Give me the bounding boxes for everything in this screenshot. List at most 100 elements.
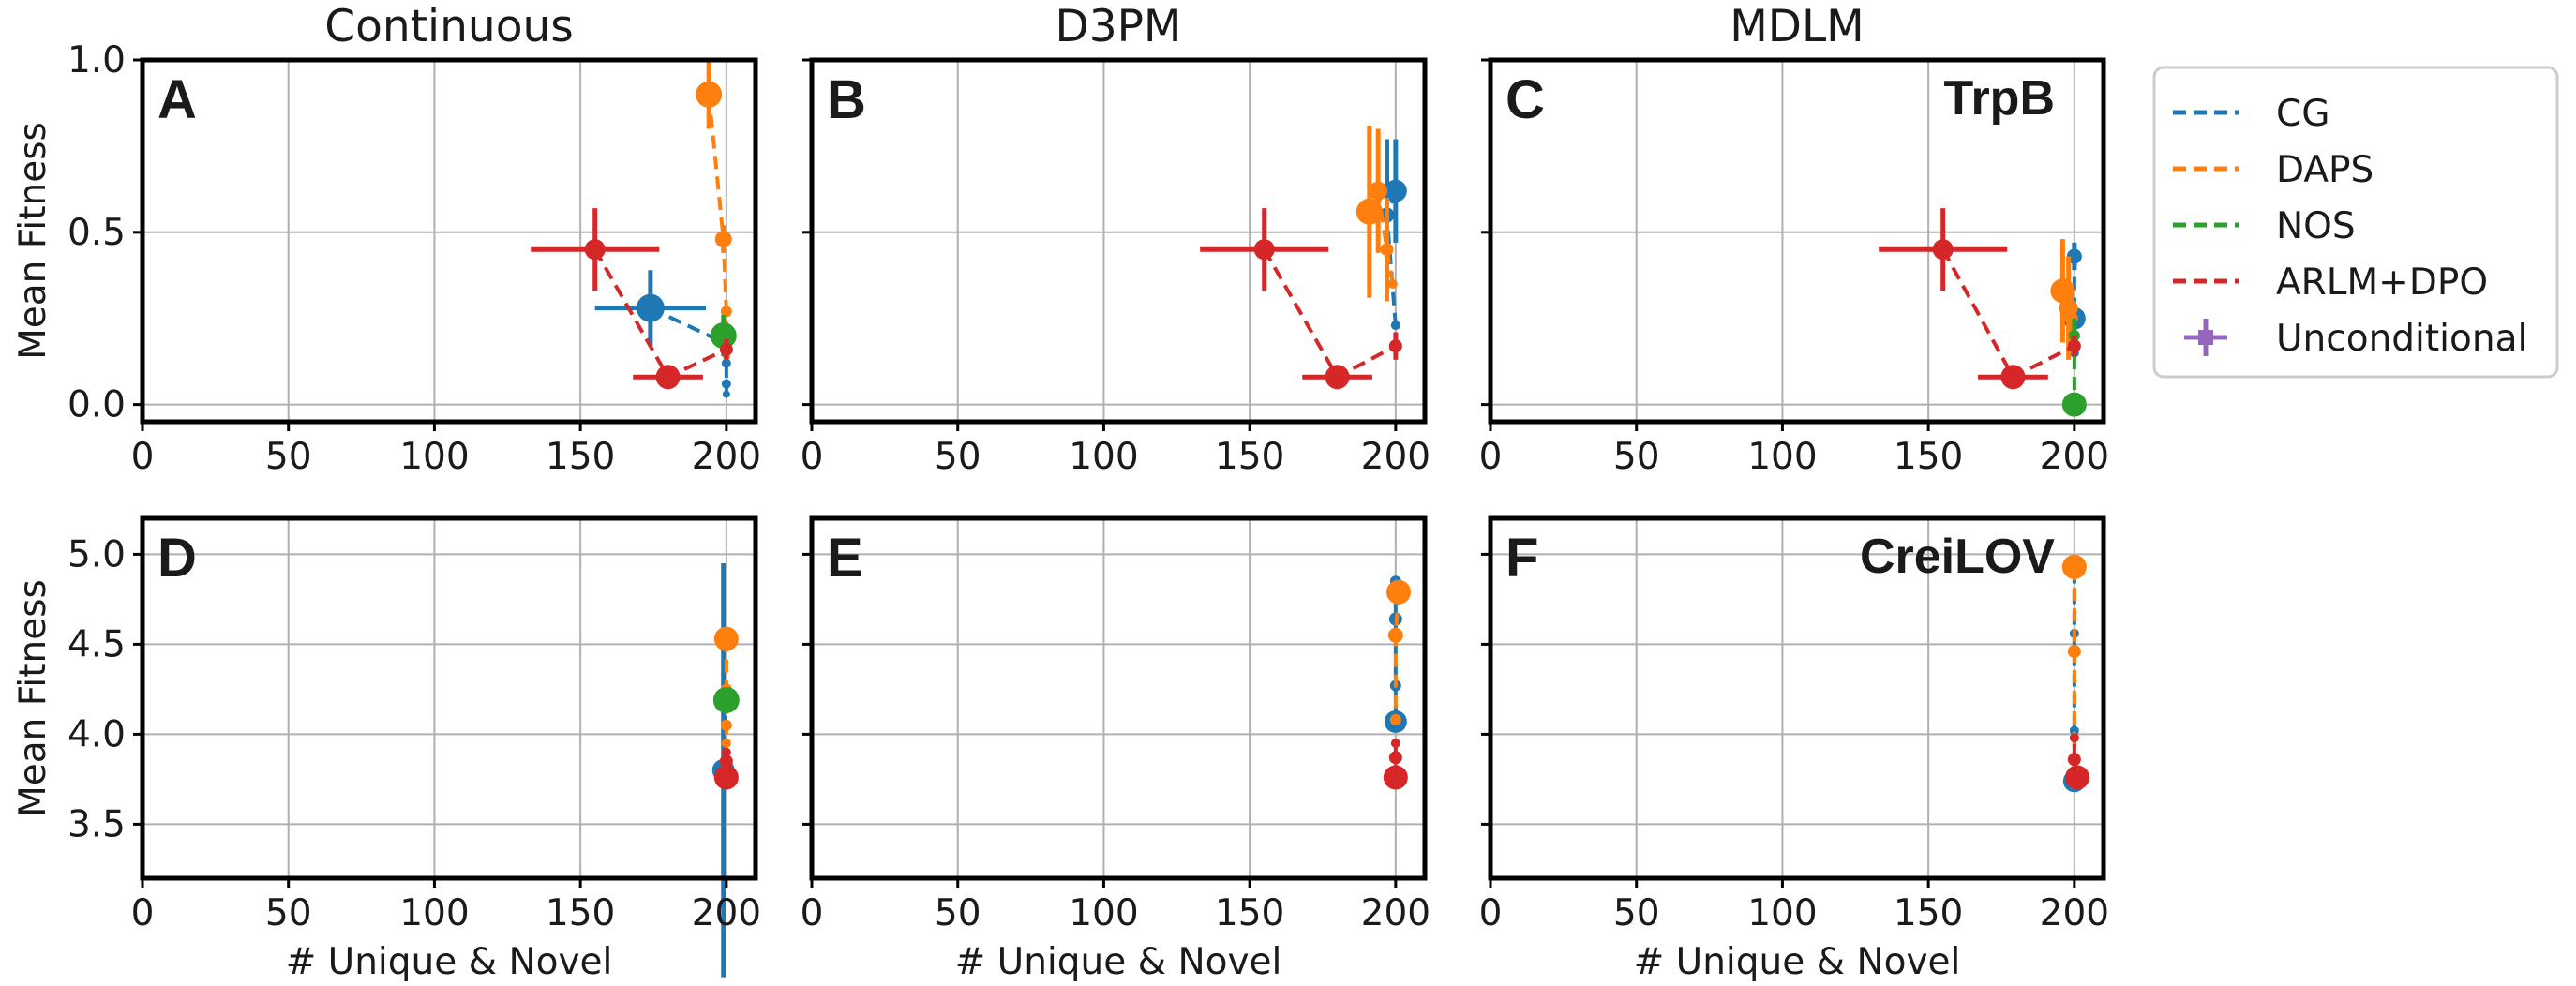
series-arlm-dpo: [1879, 208, 2081, 390]
y-tick-label: 0.0: [67, 384, 126, 426]
data-point: [2061, 392, 2087, 417]
series-nos: [2061, 318, 2087, 417]
legend-entry-nos: NOS: [2173, 205, 2356, 247]
legend-label: CG: [2276, 93, 2329, 135]
legend-entry-cg: CG: [2173, 93, 2329, 135]
plot-frame: [1488, 57, 2106, 425]
data-point: [2061, 554, 2087, 579]
y-axis-label: Mean Fitness: [12, 122, 54, 360]
legend-label: DAPS: [2276, 149, 2374, 191]
series-arlm-dpo: [2064, 733, 2089, 790]
panel-B: 0 50 100 150 200 B D3PM: [801, 1, 1430, 478]
x-tick-label: 0: [801, 436, 824, 478]
legend-label: Unconditional: [2276, 318, 2527, 360]
y-tick-label: 3.5: [67, 803, 126, 845]
y-tick-label: 4.0: [67, 713, 126, 755]
legend-label: NOS: [2276, 205, 2356, 247]
column-title: MDLM: [1730, 1, 1864, 52]
x-tick-label: 50: [935, 436, 981, 478]
panel-letter: F: [1505, 528, 1538, 589]
data-point: [1387, 627, 1403, 643]
x-tick-label: 150: [1894, 436, 1963, 478]
panel-letter: A: [157, 69, 197, 130]
x-axis-label: # Unique & Novel: [955, 941, 1282, 983]
x-tick-label: 0: [801, 892, 824, 934]
panel-letter: B: [827, 69, 866, 130]
series-arlm-dpo: [1383, 739, 1408, 790]
x-tick-label: 150: [1894, 892, 1963, 934]
data-point: [2064, 765, 2089, 790]
legend-entry-unconditional: Unconditional: [2184, 318, 2527, 360]
y-tick-label: 0.5: [67, 212, 126, 254]
legend-box: [2152, 66, 2559, 379]
x-tick-label: 150: [1215, 892, 1284, 934]
x-tick-label: 200: [692, 892, 761, 934]
x-tick-label: 200: [1361, 892, 1430, 934]
plot-frame: [140, 57, 758, 425]
x-tick-label: 200: [2040, 436, 2109, 478]
data-point: [720, 306, 732, 318]
data-point: [1390, 321, 1400, 331]
data-point: [1932, 239, 1954, 261]
data-point: [2069, 725, 2079, 736]
y-tick-label: 5.0: [67, 533, 126, 575]
data-point: [1388, 751, 1402, 765]
x-tick-label: 50: [935, 892, 981, 934]
plot-frame: [1488, 515, 2106, 881]
data-point: [722, 390, 730, 398]
x-tick-label: 100: [1069, 892, 1138, 934]
series-daps: [2050, 239, 2078, 360]
x-tick-label: 200: [692, 436, 761, 478]
legend-swatch-marker: [2198, 330, 2213, 345]
x-tick-label: 0: [1479, 892, 1503, 934]
x-tick-label: 100: [1069, 436, 1138, 478]
plot-frame: [809, 515, 1428, 881]
data-point: [655, 365, 681, 390]
panel-C: 0 50 100 150 200 C TrpB MDLM: [1479, 1, 2109, 478]
data-point: [721, 379, 731, 389]
series-line: [1940, 248, 2075, 380]
legend-entry-daps: DAPS: [2173, 149, 2374, 191]
data-point: [1389, 714, 1401, 726]
data-point: [1369, 181, 1388, 201]
panel-E: 0 50 100 150 200 E # Unique & Novel: [801, 515, 1430, 983]
data-point: [2067, 339, 2081, 353]
series-nos: [712, 686, 740, 713]
data-point: [713, 765, 739, 790]
x-tick-label: 50: [265, 436, 312, 478]
y-tick-label: 1.0: [67, 39, 126, 82]
column-title: D3PM: [1056, 1, 1182, 52]
legend-entry-arlm-dpo: ARLM+DPO: [2173, 261, 2488, 304]
x-tick-label: 0: [131, 892, 155, 934]
panel-A: 0 50 100 150 200 0.0 0.5 1.0 A Continuous: [67, 1, 761, 478]
series-arlm-dpo: [531, 208, 733, 390]
panel-letter: D: [157, 528, 197, 589]
x-tick-label: 150: [546, 892, 615, 934]
panel-F: 0 50 100 150 200 F CreiLOV # Unique & Novel: [1479, 515, 2109, 983]
x-tick-label: 200: [1361, 436, 1430, 478]
x-tick-label: 100: [1747, 892, 1817, 934]
data-point: [1325, 365, 1350, 390]
data-point: [721, 747, 731, 757]
panel-letter: E: [827, 528, 863, 589]
legend: CG DAPS NOS ARLM+DPO Unconditional: [2152, 66, 2559, 379]
data-point: [2000, 365, 2026, 390]
data-point: [1383, 765, 1408, 790]
data-point: [719, 754, 733, 769]
series-arlm-dpo: [713, 747, 739, 790]
data-point: [721, 358, 731, 368]
data-point: [584, 239, 606, 261]
plot-frame: [140, 515, 758, 881]
data-point: [636, 293, 665, 322]
x-tick-label: 50: [265, 892, 312, 934]
data-point: [719, 342, 733, 356]
x-tick-label: 150: [546, 436, 615, 478]
x-tick-label: 50: [1613, 436, 1660, 478]
data-point: [714, 231, 732, 248]
data-point: [2069, 733, 2079, 743]
x-tick-label: 0: [1479, 436, 1503, 478]
plot-frame: [809, 57, 1428, 425]
data-point: [1388, 339, 1402, 353]
data-point: [1380, 243, 1394, 257]
